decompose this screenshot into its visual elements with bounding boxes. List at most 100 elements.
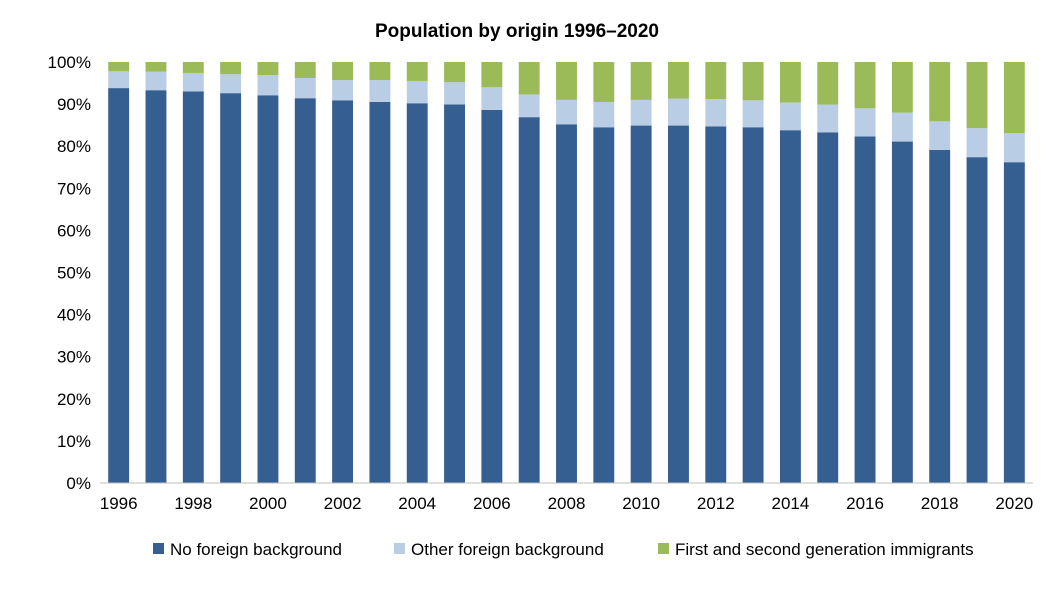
bar-segment-2008-series-2 bbox=[556, 62, 577, 100]
y-tick-label: 40% bbox=[57, 306, 91, 325]
bar-segment-1997-series-0 bbox=[145, 90, 167, 484]
x-tick-label: 2008 bbox=[548, 494, 586, 513]
legend: No foreign background Other foreign backg… bbox=[153, 540, 974, 559]
x-axis-tick-labels: 1996 1998 2000 2002 2004 2006 2008 2010 2012 2014… bbox=[100, 494, 1034, 513]
bar-segment-2015-series-0 bbox=[817, 132, 839, 483]
legend-label: Other foreign background bbox=[411, 540, 604, 559]
bar-segment-1997-series-1 bbox=[145, 71, 167, 91]
bar-segment-2008-series-0 bbox=[556, 124, 577, 483]
chart-title: Population by origin 1996–2020 bbox=[375, 21, 659, 42]
y-tick-label: 80% bbox=[57, 137, 91, 156]
bar-segment-2009-series-0 bbox=[593, 127, 615, 483]
legend-label: First and second generation immigrants bbox=[675, 540, 974, 559]
bar-segment-2002-series-0 bbox=[332, 100, 354, 483]
bar-segment-2009-series-1 bbox=[593, 102, 615, 128]
bar-segment-2000-series-2 bbox=[257, 62, 279, 76]
bar-segment-2000-series-1 bbox=[257, 75, 279, 96]
bar-segment-2003-series-0 bbox=[369, 102, 391, 483]
bar-segment-2015-series-1 bbox=[817, 104, 839, 133]
bar-segment-2019-series-0 bbox=[966, 157, 988, 483]
bar-segment-2004-series-1 bbox=[406, 80, 428, 104]
y-tick-label: 70% bbox=[57, 179, 91, 198]
bar-segment-2006-series-1 bbox=[481, 87, 503, 110]
y-tick-label: 50% bbox=[57, 264, 91, 283]
bar-segment-2007-series-0 bbox=[518, 117, 540, 484]
x-tick-label: 2012 bbox=[697, 494, 735, 513]
bar-segment-2018-series-1 bbox=[929, 121, 951, 150]
bar-segment-2014-series-2 bbox=[779, 62, 801, 103]
legend-swatch bbox=[394, 543, 405, 554]
legend-swatch bbox=[153, 543, 164, 554]
bar-segment-2020-series-1 bbox=[1003, 133, 1025, 163]
bar-segment-1996-series-0 bbox=[108, 88, 130, 483]
x-tick-label: 2006 bbox=[473, 494, 511, 513]
x-tick-label: 2020 bbox=[995, 494, 1033, 513]
bar-segment-2018-series-0 bbox=[929, 149, 951, 484]
bar-segment-2012-series-2 bbox=[705, 62, 727, 100]
bar-segment-2010-series-1 bbox=[630, 99, 652, 126]
bar-segment-2001-series-0 bbox=[294, 98, 316, 484]
y-axis-tick-labels: 0% 10% 20% 30% 40% 50% 60% 70% 80% 90% 100% bbox=[48, 53, 91, 493]
bar-segment-2018-series-2 bbox=[929, 62, 951, 122]
bar-segment-2014-series-0 bbox=[779, 130, 801, 483]
legend-swatch bbox=[658, 543, 669, 554]
bar-segment-2011-series-1 bbox=[668, 98, 689, 126]
bar-segment-1996-series-2 bbox=[108, 62, 130, 72]
bar-segment-2005-series-2 bbox=[444, 62, 465, 83]
y-tick-label: 100% bbox=[48, 53, 91, 72]
bar-segment-2011-series-2 bbox=[668, 62, 689, 99]
bar-segment-1999-series-2 bbox=[220, 62, 242, 75]
bar-segment-2016-series-2 bbox=[854, 62, 876, 109]
bar-segment-2020-series-0 bbox=[1003, 162, 1025, 483]
x-tick-label: 2016 bbox=[846, 494, 884, 513]
y-tick-label: 30% bbox=[57, 348, 91, 367]
legend-label: No foreign background bbox=[170, 540, 342, 559]
bar-segment-1999-series-0 bbox=[220, 93, 242, 484]
bar-segment-2006-series-2 bbox=[481, 62, 503, 88]
bar-segment-2011-series-0 bbox=[668, 125, 689, 483]
bar-segment-2009-series-2 bbox=[593, 62, 615, 102]
bar-segment-2001-series-2 bbox=[294, 62, 316, 78]
bar-segment-2010-series-0 bbox=[630, 125, 652, 483]
bar-segment-1999-series-1 bbox=[220, 74, 242, 94]
bar-segment-1998-series-2 bbox=[182, 62, 204, 73]
bar-segment-2007-series-2 bbox=[518, 62, 540, 95]
x-tick-label: 2010 bbox=[622, 494, 660, 513]
bar-segment-1997-series-2 bbox=[145, 62, 167, 72]
bar-segment-2005-series-1 bbox=[444, 82, 465, 105]
bar-segment-2019-series-2 bbox=[966, 62, 988, 129]
bar-segment-2013-series-1 bbox=[742, 100, 764, 128]
bar-segment-2006-series-0 bbox=[481, 109, 503, 484]
bar-stacks bbox=[108, 62, 1025, 484]
bar-segment-2014-series-1 bbox=[779, 102, 801, 131]
x-tick-label: 2014 bbox=[772, 494, 810, 513]
bar-segment-2004-series-2 bbox=[406, 62, 428, 81]
bar-segment-1998-series-0 bbox=[182, 91, 204, 483]
bar-segment-2015-series-2 bbox=[817, 62, 839, 105]
y-tick-label: 60% bbox=[57, 221, 91, 240]
bar-segment-2000-series-0 bbox=[257, 95, 279, 483]
y-tick-label: 20% bbox=[57, 390, 91, 409]
bar-segment-2005-series-0 bbox=[444, 104, 465, 484]
x-tick-label: 2000 bbox=[249, 494, 287, 513]
bar-segment-2016-series-1 bbox=[854, 108, 876, 137]
bar-segment-1998-series-1 bbox=[182, 72, 204, 92]
y-tick-label: 90% bbox=[57, 95, 91, 114]
bar-segment-2013-series-0 bbox=[742, 127, 764, 483]
x-tick-label: 1998 bbox=[174, 494, 212, 513]
bar-segment-2003-series-1 bbox=[369, 80, 391, 102]
bar-segment-2004-series-0 bbox=[406, 103, 428, 483]
y-tick-label: 0% bbox=[66, 474, 91, 493]
bar-segment-2007-series-1 bbox=[518, 94, 540, 118]
x-tick-label: 2004 bbox=[398, 494, 436, 513]
x-tick-label: 1996 bbox=[100, 494, 138, 513]
bar-segment-2012-series-1 bbox=[705, 99, 727, 127]
x-tick-label: 2018 bbox=[921, 494, 959, 513]
x-tick-label: 2002 bbox=[324, 494, 362, 513]
bar-segment-2003-series-2 bbox=[369, 62, 391, 81]
bar-segment-2012-series-0 bbox=[705, 126, 727, 483]
bar-segment-2017-series-2 bbox=[891, 62, 913, 113]
bar-segment-2008-series-1 bbox=[556, 99, 577, 125]
bar-segment-2017-series-0 bbox=[891, 141, 913, 483]
bar-segment-2019-series-1 bbox=[966, 128, 988, 158]
